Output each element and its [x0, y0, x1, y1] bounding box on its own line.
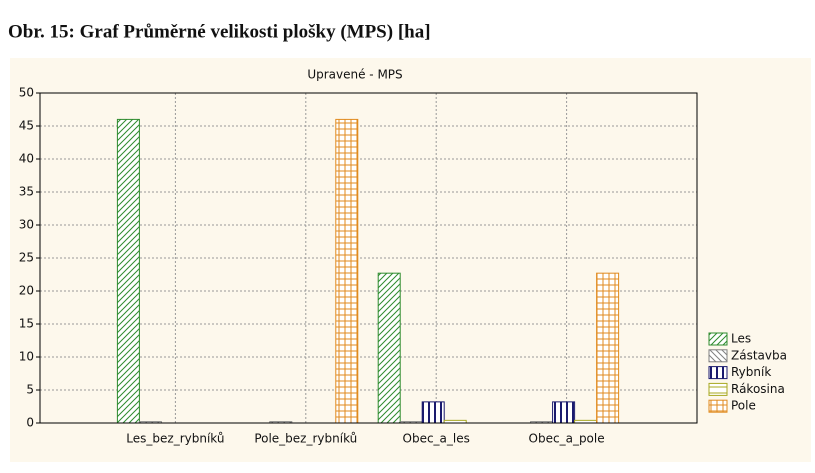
x-tick-label: Obec_a_pole [529, 432, 605, 446]
legend-swatch [708, 366, 728, 380]
legend-label: Pole [731, 399, 756, 413]
x-tick-label: Pole_bez_rybníků [254, 432, 357, 446]
legend-swatch [708, 399, 728, 413]
y-tick-label: 0 [26, 416, 34, 430]
bar [377, 272, 401, 424]
bar [596, 272, 620, 424]
legend-swatch [708, 349, 728, 363]
y-tick-label: 30 [19, 218, 34, 232]
y-tick-label: 20 [19, 284, 34, 298]
legend-label: Les [731, 332, 751, 346]
x-tick-label: Les_bez_rybníků [126, 432, 224, 446]
y-tick-label: 35 [19, 185, 34, 199]
y-tick-label: 45 [19, 119, 34, 133]
x-tick-label: Obec_a_les [403, 432, 470, 446]
chart-title: Upravené - MPS [307, 68, 402, 82]
y-tick-label: 5 [26, 383, 34, 397]
legend-label: Zástavba [731, 348, 787, 362]
y-tick-label: 50 [19, 86, 34, 100]
legend-label: Rybník [731, 365, 771, 379]
legend-swatch [708, 382, 728, 396]
bar [421, 401, 445, 424]
legend-label: Rákosina [731, 382, 785, 396]
y-tick-label: 40 [19, 152, 34, 166]
bar [335, 118, 359, 424]
y-tick-label: 10 [19, 350, 34, 364]
plot-border [39, 92, 698, 424]
legend-swatch [708, 332, 728, 346]
figure-heading: Obr. 15: Graf Průměrné velikosti plošky … [8, 21, 431, 42]
bar [116, 118, 140, 424]
y-tick-label: 15 [19, 317, 34, 331]
y-tick-label: 25 [19, 251, 34, 265]
bar [552, 401, 576, 424]
